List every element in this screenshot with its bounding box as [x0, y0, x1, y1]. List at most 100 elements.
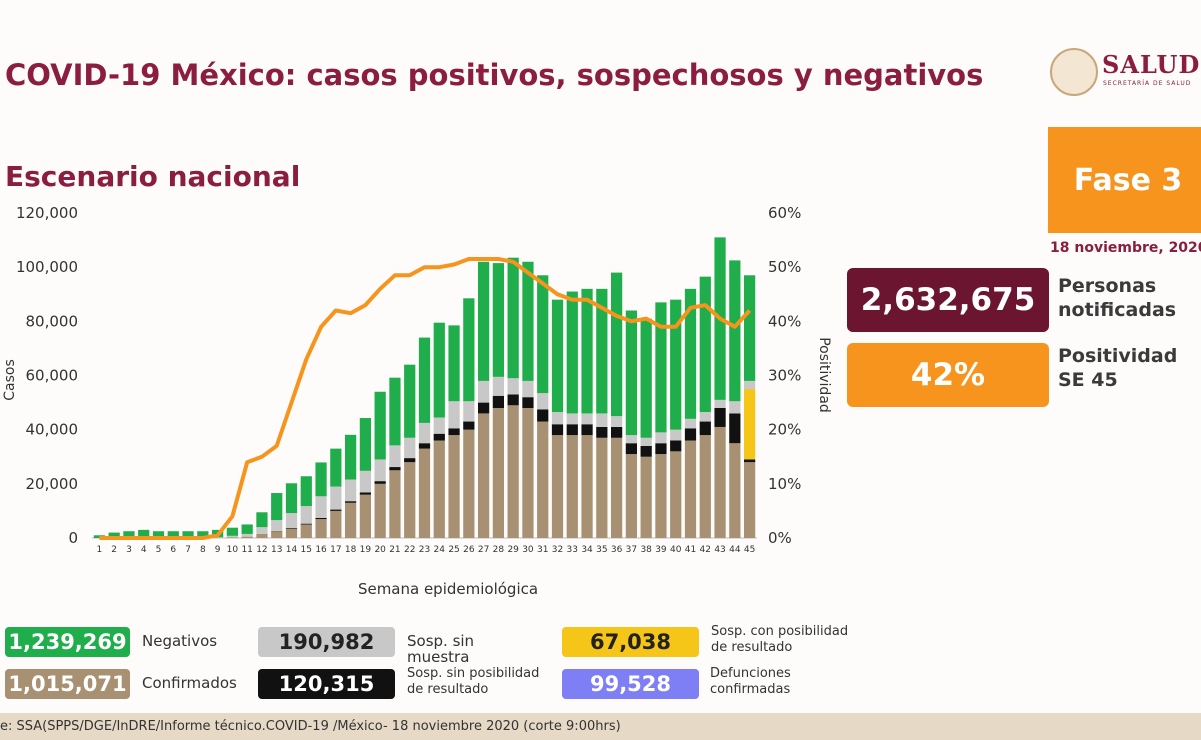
legend-total: 1,015,071: [5, 669, 130, 699]
bar-segment: [433, 433, 445, 441]
bar-segment: [211, 537, 224, 538]
bar-segment: [714, 426, 726, 538]
bar-segment: [684, 428, 697, 441]
x-tick-label: 25: [448, 545, 459, 555]
logo: SALUD: [1102, 50, 1201, 79]
x-tick-label: 14: [286, 545, 298, 555]
x-tick-label: 7: [185, 545, 191, 555]
x-tick-label: 29: [507, 545, 519, 555]
bar-segment: [699, 412, 711, 422]
y-tick-label: 100,000: [16, 258, 78, 276]
bar-segment: [359, 418, 372, 471]
bar-segment: [729, 413, 741, 444]
bar-segment: [477, 402, 490, 414]
notified-label: Personas notificadas: [1058, 275, 1177, 321]
bar-segment: [315, 462, 327, 497]
bar-segment: [684, 440, 697, 538]
positivity-label: Positividad SE 45: [1058, 345, 1178, 391]
bar-segment: [670, 299, 682, 430]
y-tick-label: 0: [68, 529, 78, 547]
y2-axis-label: Positividad: [816, 337, 832, 413]
positivity-box: 42%: [847, 343, 1049, 407]
bar-segment: [226, 535, 239, 538]
bar-segment: [404, 462, 416, 538]
bar-segment: [344, 502, 357, 538]
bar-segment: [315, 517, 327, 520]
legend-label: Negativos: [142, 632, 218, 650]
bar-segment: [743, 275, 756, 381]
x-tick-label: 28: [493, 545, 505, 555]
bar-segment: [315, 496, 327, 518]
bar-segment: [448, 401, 460, 429]
phase-box: Fase 3: [1048, 127, 1201, 233]
bar-segment: [138, 529, 150, 538]
bar-segment: [374, 481, 386, 484]
bar-segment: [300, 524, 312, 538]
logo-emblem: [1050, 48, 1098, 96]
legend-total: 1,239,269: [5, 627, 130, 657]
bar-segment: [743, 389, 756, 460]
bar-segment: [566, 413, 578, 425]
bar-segment: [581, 435, 593, 538]
x-tick-label: 13: [271, 545, 282, 555]
bar-segment: [374, 483, 386, 538]
bar-segment: [93, 535, 106, 538]
x-tick-label: 23: [419, 545, 430, 555]
chart-title: Escenario nacional: [5, 160, 301, 193]
bar-segment: [522, 261, 534, 381]
x-tick-label: 1: [97, 545, 103, 555]
date: 18 noviembre, 2020: [1050, 240, 1201, 256]
x-tick-label: 40: [670, 545, 682, 555]
bar-segment: [743, 380, 756, 390]
x-tick-label: 18: [345, 545, 357, 555]
bar-segment: [640, 318, 652, 438]
bar-segment: [729, 401, 741, 414]
footer: [0, 713, 1201, 740]
bar-segment: [463, 298, 475, 402]
y2-tick-label: 40%: [768, 312, 801, 330]
bar-segment: [492, 263, 505, 377]
bar-segment: [507, 405, 519, 538]
bar-segment: [507, 394, 519, 406]
bar-segment: [522, 380, 534, 398]
x-tick-label: 43: [714, 545, 725, 555]
bar-segment: [418, 443, 431, 449]
bar-segment: [344, 501, 357, 503]
legend-total: 67,038: [562, 627, 699, 657]
bar-segment: [167, 531, 179, 538]
bar-segment: [359, 492, 372, 495]
y2-tick-label: 50%: [768, 258, 801, 276]
bar-segment: [655, 454, 667, 538]
bar-segment: [300, 476, 312, 507]
bar-segment: [418, 422, 431, 444]
bar-segment: [374, 459, 386, 482]
bar-segment: [655, 443, 667, 455]
bar-segment: [241, 536, 253, 538]
bar-segment: [404, 364, 416, 438]
bar-segment: [714, 408, 726, 427]
bar-segment: [596, 413, 608, 427]
x-tick-label: 45: [744, 545, 755, 555]
bar-segment: [330, 510, 342, 538]
bar-segment: [256, 512, 268, 528]
x-tick-label: 3: [126, 545, 132, 555]
x-tick-label: 17: [330, 545, 341, 555]
bar-segment: [271, 531, 283, 538]
x-tick-label: 6: [170, 545, 176, 555]
legend-total: 190,982: [258, 627, 395, 657]
x-tick-label: 32: [552, 545, 563, 555]
bar-segment: [389, 445, 401, 468]
x-tick-label: 21: [389, 545, 400, 555]
x-tick-label: 36: [611, 545, 623, 555]
bar-segment: [300, 506, 312, 524]
positivity-line: [99, 257, 752, 540]
bar-segment: [566, 435, 578, 538]
bar-segment: [714, 399, 726, 408]
x-tick-label: 35: [596, 545, 607, 555]
bar-segment: [285, 483, 298, 514]
x-tick-label: 27: [478, 545, 489, 555]
bar-segment: [596, 288, 608, 414]
bar-segment: [640, 445, 652, 457]
bar-segment: [389, 470, 401, 538]
